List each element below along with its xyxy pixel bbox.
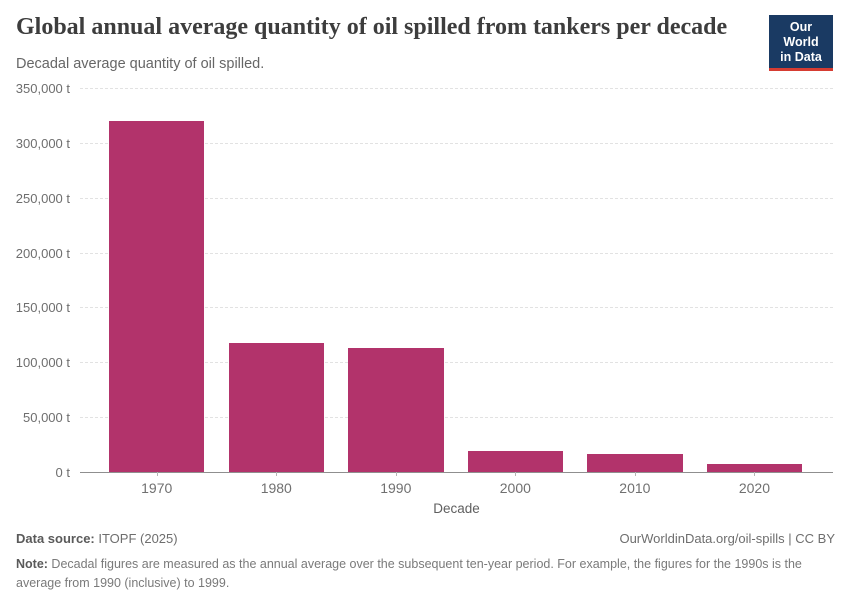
- data-source-value: ITOPF (2025): [94, 531, 178, 546]
- data-source-label: Data source:: [16, 531, 95, 546]
- bar-1980[interactable]: [228, 342, 324, 472]
- y-tick-label: 300,000 t: [15, 135, 70, 151]
- chart-footer: Data source: ITOPF (2025) OurWorldinData…: [16, 531, 835, 594]
- y-tick-label: 350,000 t: [15, 81, 70, 96]
- bar-2020[interactable]: [706, 464, 803, 472]
- gridline: 250,000 t: [16, 191, 833, 206]
- gridline: 200,000 t: [16, 246, 833, 261]
- y-tick-label: 50,000 t: [23, 410, 70, 426]
- footer-note-label: Note:: [16, 557, 48, 571]
- y-tick-label: 0 t: [55, 465, 70, 480]
- y-tick-label: 250,000 t: [15, 190, 70, 206]
- x-axis-title: Decade: [433, 501, 480, 516]
- owid-logo-line2: in Data: [780, 49, 822, 64]
- gridline: 150,000 t: [16, 300, 833, 315]
- footer-source-row: Data source: ITOPF (2025) OurWorldinData…: [16, 531, 835, 546]
- x-axis-line: 0 t: [56, 465, 833, 480]
- chart-title: Global annual average quantity of oil sp…: [16, 14, 728, 40]
- x-tick-label: 1990: [380, 480, 412, 496]
- x-tick-mark: [276, 472, 278, 476]
- gridline: 300,000 t: [16, 136, 833, 151]
- plot-area: 350,000 t 300,000 t 250,000 t 200,000 t 150,…: [16, 81, 833, 496]
- x-tick-label: 1980: [260, 480, 292, 496]
- gridline: 50,000 t: [23, 410, 833, 425]
- x-tick-mark: [634, 472, 636, 476]
- gridline: 100,000 t: [16, 355, 833, 370]
- y-tick-label: 150,000 t: [15, 300, 70, 316]
- x-tick-mark: [754, 472, 756, 476]
- x-tick-label: 2020: [738, 480, 770, 496]
- x-tick-label: 1970: [141, 480, 173, 496]
- bar-1970[interactable]: [108, 120, 205, 472]
- bar-2010[interactable]: [587, 454, 683, 472]
- x-tick-label: 2000: [499, 480, 531, 496]
- owid-logo[interactable]: Our World in Data: [769, 15, 833, 72]
- owid-logo-line1: Our World: [783, 20, 819, 49]
- data-source: Data source: ITOPF (2025): [16, 531, 178, 546]
- x-tick-mark: [156, 472, 158, 476]
- bar-2000[interactable]: [467, 451, 564, 472]
- footer-note: Note: Decadal figures are measured as th…: [16, 555, 818, 594]
- x-tick-mark: [515, 472, 517, 476]
- bar-1990[interactable]: [348, 348, 444, 472]
- credit-link[interactable]: OurWorldinData.org/oil-spills | CC BY: [619, 531, 835, 546]
- gridline: 350,000 t: [16, 81, 833, 96]
- x-tick-label: 2010: [619, 480, 651, 496]
- chart-subtitle: Decadal average quantity of oil spilled.: [16, 56, 265, 72]
- y-tick-label: 100,000 t: [15, 355, 70, 371]
- y-tick-label: 200,000 t: [15, 245, 70, 261]
- x-tick-mark: [395, 472, 397, 476]
- footer-note-text: Decadal figures are measured as the annu…: [16, 557, 802, 591]
